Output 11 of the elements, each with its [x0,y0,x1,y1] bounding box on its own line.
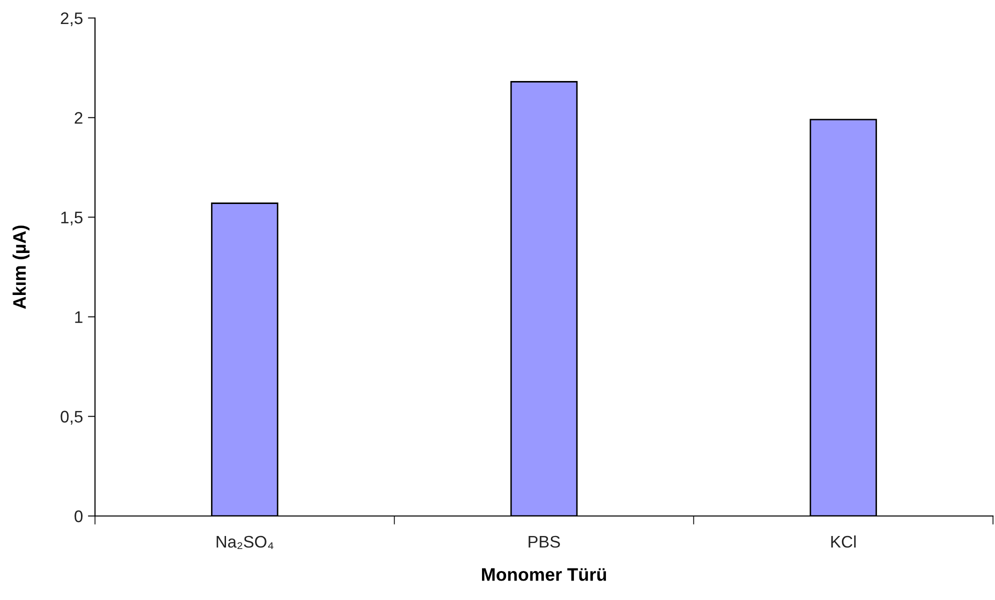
x-tick-label: PBS [528,536,560,548]
x-tick-label: KCl [831,535,856,548]
x-tick-label: Na₂SO₄ [216,536,274,549]
y-tick-label: 0,5 [60,410,82,425]
y-tick-label: 2 [74,112,82,124]
y-tick-label: 2,5 [60,12,82,26]
y-tick-label: 1 [75,311,82,323]
y-tick-label: 1,5 [61,212,82,226]
y-axis-title: Akım (µA) [12,226,30,309]
y-tick-label: 0 [74,510,83,522]
x-axis-title: Monomer Türü [482,568,606,581]
